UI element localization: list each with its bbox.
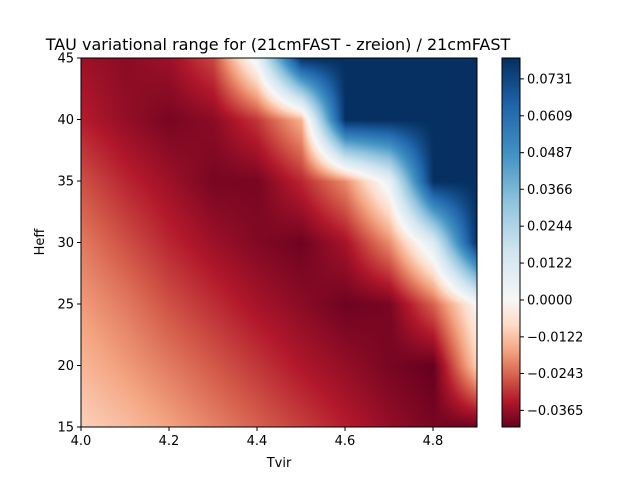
heatmap-surface [81,58,477,427]
x-axis: 4.0 4.2 4.4 4.6 4.8 [71,427,444,449]
y-tick-label: 25 [57,298,74,313]
colorbar-tick-label: −0.0365 [527,404,583,419]
colorbar-tick-label: 0.0609 [527,109,573,124]
x-tick-label: 4.6 [335,434,356,449]
x-axis-label: Tvir [266,456,292,471]
colorbar-frame [501,57,521,428]
colorbar-ticks: −0.0365 −0.0243 −0.0122 0.0000 0.0122 0.0244 0… [520,72,583,419]
chart-title: TAU variational range for (21cmFAST - zr… [45,35,511,54]
colorbar-tick-label: −0.0122 [527,330,583,345]
x-tick-label: 4.4 [247,434,268,449]
colorbar-gradient [502,58,520,427]
colorbar: −0.0365 −0.0243 −0.0122 0.0000 0.0122 0.0244 0… [501,57,583,428]
x-tick-label: 4.0 [71,434,92,449]
x-tick-label: 4.2 [159,434,180,449]
y-axis-label: Heff [33,228,48,256]
y-axis: 15 20 25 30 35 40 45 [57,52,81,436]
y-tick-label: 45 [57,52,74,67]
colorbar-gradient-wrap [502,58,520,427]
y-tick-label: 35 [57,175,74,190]
colorbar-tick-label: 0.0244 [527,220,573,235]
y-tick-label: 30 [57,236,74,251]
colorbar-tick-label: 0.0487 [527,146,573,161]
x-tick-label: 4.8 [423,434,444,449]
y-tick-label: 15 [57,421,74,436]
colorbar-tick-label: 0.0000 [527,293,573,308]
colorbar-tick-label: 0.0731 [527,72,573,87]
y-tick-label: 40 [57,113,74,128]
colorbar-tick-label: −0.0243 [527,367,583,382]
colorbar-tick-label: 0.0122 [527,257,573,272]
heatmap-surface-wrap [81,58,477,427]
colorbar-tick-label: 0.0366 [527,183,573,198]
y-tick-label: 20 [57,359,74,374]
plot-area [80,57,478,428]
